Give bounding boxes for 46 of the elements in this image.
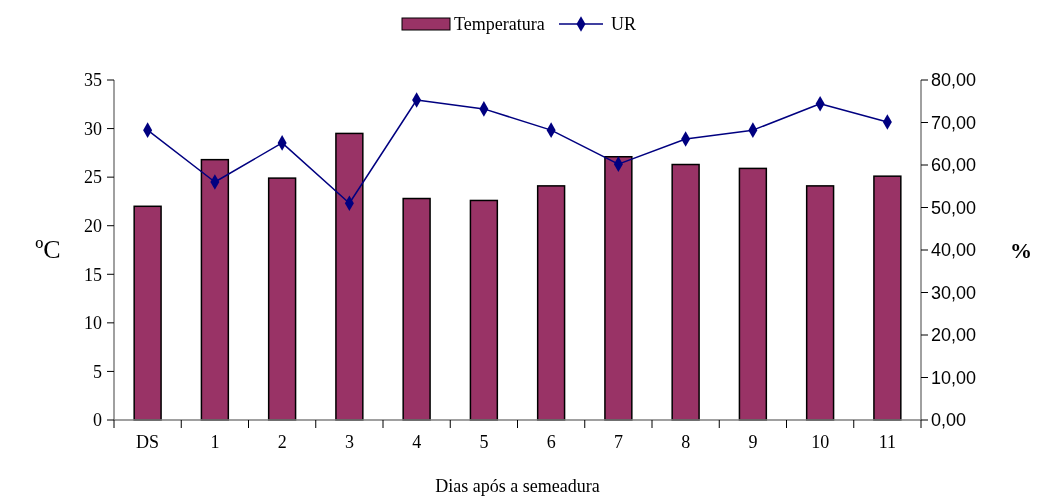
y2-axis-title: % xyxy=(1010,238,1032,263)
y2-tick-label: 60,00 xyxy=(931,155,977,176)
y2-tick-label: 50,00 xyxy=(931,197,977,218)
y-tick-label: 0 xyxy=(93,410,102,431)
y2-tick-label: 40,00 xyxy=(931,240,977,261)
bar xyxy=(738,167,768,421)
bar xyxy=(133,205,162,421)
x-tick-label: 7 xyxy=(613,432,623,452)
y2-tick-label: 0,00 xyxy=(931,410,967,431)
y-tick-label: 20 xyxy=(84,216,102,237)
bar xyxy=(873,175,902,421)
x-tick-label: 4 xyxy=(412,432,422,452)
y-tick-label: 10 xyxy=(84,313,102,334)
x-tick-label: 6 xyxy=(546,432,556,452)
x-tick-label: DS xyxy=(136,432,160,452)
y2-tick-label: 30,00 xyxy=(931,282,977,303)
x-tick-label: 11 xyxy=(878,432,897,452)
y-axis-title: ºC xyxy=(35,235,61,264)
x-tick-label: 9 xyxy=(748,432,758,452)
bar xyxy=(335,132,364,421)
y-tick-label: 35 xyxy=(84,70,102,91)
y2-tick-label: 80,00 xyxy=(931,70,977,91)
x-tick-label: 10 xyxy=(811,432,830,452)
x-tick-label: 5 xyxy=(479,432,489,452)
x-tick-label: 2 xyxy=(277,432,287,452)
y-tick-label: 15 xyxy=(84,264,102,285)
y2-tick-label: 70,00 xyxy=(931,112,977,133)
legend-label: Temperatura xyxy=(454,14,545,35)
y2-tick-label: 20,00 xyxy=(931,325,977,346)
bar xyxy=(402,197,431,421)
bar xyxy=(200,158,230,421)
bar xyxy=(469,199,499,421)
y-tick-label: 25 xyxy=(84,167,102,188)
y-tick-label: 5 xyxy=(93,361,102,382)
bar xyxy=(805,185,835,421)
y2-tick-label: 10,00 xyxy=(931,367,977,388)
x-tick-label: 1 xyxy=(210,432,220,452)
bar xyxy=(267,177,297,421)
bar xyxy=(604,155,633,421)
legend-label: UR xyxy=(611,14,637,35)
x-axis-title: Dias após a semeadura xyxy=(435,476,600,496)
y-tick-label: 30 xyxy=(84,118,102,139)
bar xyxy=(536,185,566,421)
bar xyxy=(671,163,700,421)
x-tick-label: 8 xyxy=(681,432,691,452)
x-tick-label: 3 xyxy=(344,432,354,452)
